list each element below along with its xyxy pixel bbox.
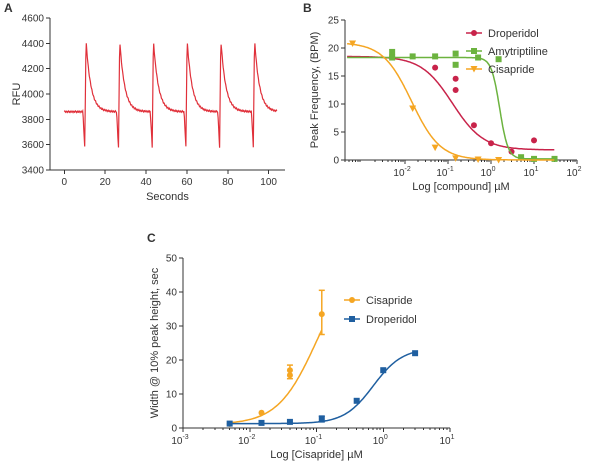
data-point-amytriptiline: [389, 48, 396, 55]
x-axis-title: Log [compound] µM: [412, 181, 509, 193]
y-tick-label: 10: [328, 100, 340, 111]
data-point-amytriptiline: [452, 61, 459, 68]
data-point-droperidol: [380, 367, 387, 374]
x-tick-label: 60: [181, 177, 193, 188]
data-point-droperidol: [488, 140, 495, 147]
data-point-amytriptiline: [518, 154, 525, 161]
chart-panel-a: 3400 3600 3800 4000 4200 4400 4600 0 20 40 60 80 100…: [11, 14, 285, 203]
data-point-amytriptiline: [389, 54, 396, 61]
legend-label-droperidol: Droperidol: [488, 28, 539, 40]
y-tick-label: 10: [166, 390, 178, 401]
fit-curve-cisapride: [347, 42, 555, 161]
y-tick-label: 40: [166, 288, 178, 299]
data-point-droperidol: [452, 75, 459, 82]
chart-panel-b: 0 5 10 15 20 25 10-2 10-1 100 101 102 Log [compound…: [309, 16, 582, 194]
x-tick-label: 0: [62, 177, 68, 188]
panel-label-a: A: [4, 1, 13, 15]
x-tick-label: 20: [100, 177, 112, 188]
data-point-amytriptiline: [531, 155, 538, 162]
y-tick-label: 20: [166, 356, 178, 367]
legend-label-cisapride: Cisapride: [366, 295, 412, 307]
data-point-droperidol: [470, 122, 477, 129]
legend-marker-cisapride: [470, 66, 478, 73]
y-tick-label: 30: [166, 322, 178, 333]
data-point-droperidol: [353, 397, 360, 404]
y-tick-label: 20: [328, 44, 340, 55]
x-tick-label: 10-2: [238, 434, 255, 447]
y-tick-label: 4400: [22, 39, 45, 50]
fit-curve-cisapride: [229, 329, 323, 424]
data-point-amytriptiline: [495, 56, 502, 63]
y-tick-label: 25: [328, 16, 340, 27]
data-point-cisapride: [452, 155, 460, 162]
legend-label-droperidol: Droperidol: [366, 314, 417, 326]
x-tick-label: 100: [481, 166, 496, 179]
x-tick-label: 10-1: [436, 166, 453, 179]
x-tick-label: 10-3: [171, 434, 188, 447]
legend-label-amytriptiline: Amytriptiline: [488, 46, 548, 58]
x-tick-label: 40: [140, 177, 152, 188]
legend-marker-droperidol: [349, 316, 355, 322]
data-point-amytriptiline: [432, 53, 439, 60]
data-point-droperidol: [432, 64, 439, 71]
data-point-cisapride: [349, 40, 357, 48]
x-tick-label: 101: [524, 166, 539, 179]
data-point-cisapride: [474, 156, 482, 163]
data-point-cisapride: [318, 311, 325, 318]
x-tick-label: 100: [373, 434, 388, 447]
data-point-amytriptiline: [475, 54, 482, 61]
x-tick-label: 10-2: [393, 166, 410, 179]
data-point-droperidol: [258, 419, 265, 426]
data-point-droperidol: [286, 418, 293, 425]
y-tick-label: 4600: [22, 14, 45, 25]
fit-curve-droperidol: [229, 350, 417, 425]
data-point-droperidol: [452, 87, 459, 93]
x-tick-label: 10-1: [305, 434, 322, 447]
y-tick-label: 0: [333, 156, 339, 167]
legend-marker-cisapride: [349, 297, 355, 303]
y-tick-label: 3600: [22, 140, 45, 151]
data-point-cisapride: [495, 157, 503, 164]
x-tick-label: 101: [439, 434, 454, 447]
data-point-droperidol: [318, 415, 325, 422]
y-tick-label: 15: [328, 72, 340, 83]
chart-panel-c: 0 10 20 30 40 50 10-3 10-2 10-1 100 101 Log [Cisapr…: [149, 254, 455, 462]
y-axis-title: Peak Frequency, (BPM): [309, 32, 321, 149]
data-point-cisapride: [431, 144, 439, 152]
data-point-droperidol: [531, 137, 538, 144]
y-tick-label: 3800: [22, 115, 45, 126]
legend-marker-droperidol: [471, 30, 477, 36]
y-tick-label: 3400: [22, 166, 45, 177]
panel-label-c: C: [147, 231, 156, 245]
data-point-cisapride: [409, 105, 417, 112]
y-tick-label: 0: [171, 424, 177, 435]
data-point-amytriptiline: [409, 53, 416, 60]
data-point-cisapride: [286, 367, 293, 374]
rfu-trace-line: [63, 43, 278, 148]
y-tick-label: 50: [166, 254, 178, 265]
panel-label-b: B: [303, 1, 312, 15]
x-tick-label: 102: [566, 166, 581, 179]
x-tick-label: 80: [222, 177, 234, 188]
y-tick-label: 4000: [22, 90, 45, 101]
x-axis-title: Seconds: [146, 191, 189, 203]
y-axis-title: RFU: [11, 83, 23, 106]
data-point-amytriptiline: [551, 155, 558, 162]
legend-label-cisapride: Cisapride: [488, 64, 534, 76]
legend-marker-amytriptiline: [471, 48, 477, 54]
y-axis-title: Width @ 10% peak height, sec: [149, 267, 161, 418]
data-point-cisapride: [286, 372, 293, 379]
x-axis-title: Log [Cisapride] µM: [270, 449, 363, 461]
data-point-droperidol: [226, 420, 233, 427]
y-tick-label: 5: [333, 128, 339, 139]
x-tick-label: 100: [260, 177, 277, 188]
data-point-cisapride: [258, 409, 265, 416]
y-tick-label: 4200: [22, 64, 45, 75]
data-point-amytriptiline: [452, 50, 459, 57]
data-point-droperidol: [412, 350, 419, 357]
